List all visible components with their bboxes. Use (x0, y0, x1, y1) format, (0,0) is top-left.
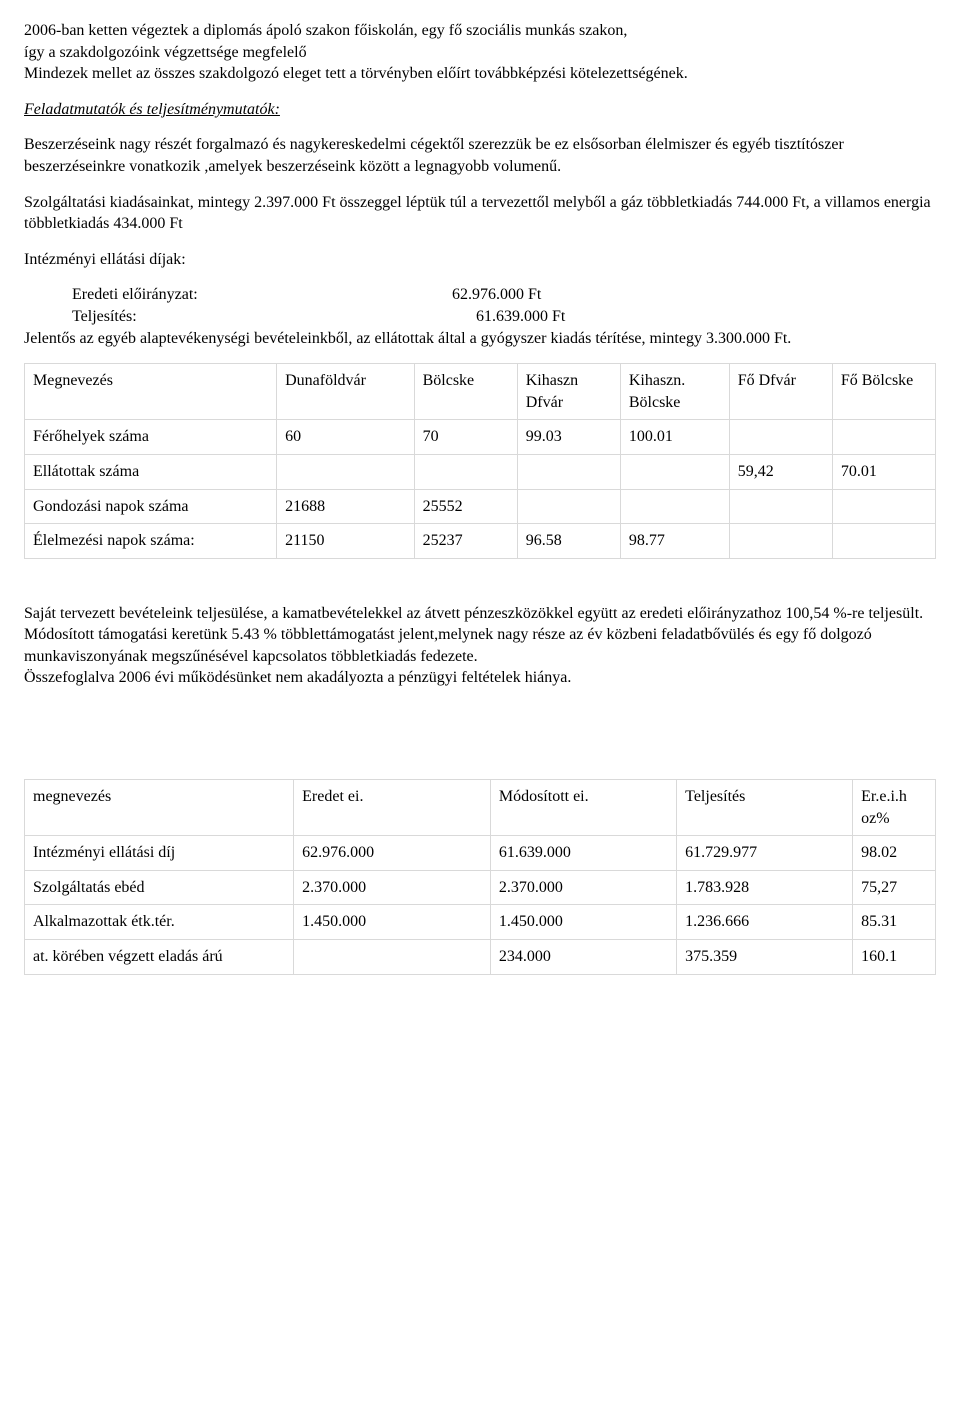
table-cell (517, 454, 620, 489)
table-row: at. körében végzett eladás árú 234.000 3… (25, 940, 936, 975)
table-header-row: MegnevezésDunaföldvárBölcskeKihaszn Dfvá… (25, 364, 936, 420)
table-cell: 375.359 (677, 940, 853, 975)
table-cell: 98.77 (620, 524, 729, 559)
table-cell: Alkalmazottak étk.tér. (25, 905, 294, 940)
table-cell (832, 420, 935, 455)
table-cell (832, 524, 935, 559)
p6-line3: Összefoglalva 2006 évi működésünket nem … (24, 667, 936, 689)
table-header-cell: Fő Dfvár (729, 364, 832, 420)
section-heading: Feladatmutatók és teljesítménymutatók: (24, 99, 936, 121)
table-row: Intézményi ellátási díj62.976.00061.639.… (25, 836, 936, 871)
table-cell: 100.01 (620, 420, 729, 455)
table-row: Alkalmazottak étk.tér. 1.450.000 1.450.0… (25, 905, 936, 940)
table-header-cell: megnevezés (25, 780, 294, 836)
table-cell (277, 454, 415, 489)
table-cell: 1.236.666 (677, 905, 853, 940)
table-header-cell: Dunaföldvár (277, 364, 415, 420)
table-cell: 21688 (277, 489, 415, 524)
table-cell (620, 454, 729, 489)
table-row: Férőhelyek száma607099.03100.01 (25, 420, 936, 455)
table-cell: Férőhelyek száma (25, 420, 277, 455)
paragraph-3: Szolgáltatási kiadásainkat, mintegy 2.39… (24, 192, 936, 235)
table-header-cell: Teljesítés (677, 780, 853, 836)
table-cell (294, 940, 491, 975)
table-header-cell: Kihaszn. Bölcske (620, 364, 729, 420)
table-cell: 99.03 (517, 420, 620, 455)
table-cell: 96.58 (517, 524, 620, 559)
table-cell: 234.000 (490, 940, 676, 975)
table-cell (414, 454, 517, 489)
table-cell: Szolgáltatás ebéd (25, 870, 294, 905)
table-row: Szolgáltatás ebéd 2.370.000 2.370.000 1.… (25, 870, 936, 905)
kv-value-1: 62.976.000 Ft (452, 284, 541, 306)
table-cell (517, 489, 620, 524)
table-cell: Gondozási napok száma (25, 489, 277, 524)
table-2: megnevezésEredet ei.Módosított ei.Teljes… (24, 779, 936, 975)
table-header-cell: Kihaszn Dfvár (517, 364, 620, 420)
p1-line2: így a szakdolgozóink végzettsége megfele… (24, 42, 936, 64)
table-cell: 98.02 (853, 836, 936, 871)
table-cell: 1.450.000 (490, 905, 676, 940)
table-header-cell: Fő Bölcske (832, 364, 935, 420)
table-cell: 70 (414, 420, 517, 455)
table-cell (729, 489, 832, 524)
table-cell: Intézményi ellátási díj (25, 836, 294, 871)
table-cell: 75,27 (853, 870, 936, 905)
kv-block: Eredeti előirányzat: 62.976.000 Ft Telje… (72, 284, 936, 327)
table-header-cell: Megnevezés (25, 364, 277, 420)
p1-line3: Mindezek mellet az összes szakdolgozó el… (24, 63, 936, 85)
table-1: MegnevezésDunaföldvárBölcskeKihaszn Dfvá… (24, 363, 936, 559)
table-cell: 61.729.977 (677, 836, 853, 871)
table-cell (620, 489, 729, 524)
table-row: Élelmezési napok száma:211502523796.5898… (25, 524, 936, 559)
paragraph-5: Jelentős az egyéb alaptevékenységi bevét… (24, 328, 936, 350)
kv-row-2: Teljesítés: 61.639.000 Ft (72, 306, 936, 328)
table-cell: 25552 (414, 489, 517, 524)
paragraph-6: Saját tervezett bevételeink teljesülése,… (24, 603, 936, 689)
table-cell: Élelmezési napok száma: (25, 524, 277, 559)
table-row: Ellátottak száma 59,4270.01 (25, 454, 936, 489)
table-cell: 21150 (277, 524, 415, 559)
table-cell: 2.370.000 (490, 870, 676, 905)
table-cell: 70.01 (832, 454, 935, 489)
table-header-cell: Bölcske (414, 364, 517, 420)
table-cell: 59,42 (729, 454, 832, 489)
table-header-cell: Er.e.i.h oz% (853, 780, 936, 836)
kv-row-1: Eredeti előirányzat: 62.976.000 Ft (72, 284, 936, 306)
table-cell: 25237 (414, 524, 517, 559)
p6-line1: Saját tervezett bevételeink teljesülése,… (24, 603, 936, 625)
kv-value-2: 61.639.000 Ft (452, 306, 565, 328)
table-cell: 61.639.000 (490, 836, 676, 871)
table-cell: 85.31 (853, 905, 936, 940)
table-cell: Ellátottak száma (25, 454, 277, 489)
table-cell (832, 489, 935, 524)
table-header-cell: Eredet ei. (294, 780, 491, 836)
kv-label-1: Eredeti előirányzat: (72, 284, 452, 306)
table-cell: 2.370.000 (294, 870, 491, 905)
table-row: Gondozási napok száma2168825552 (25, 489, 936, 524)
table-cell: 62.976.000 (294, 836, 491, 871)
table-cell (729, 524, 832, 559)
table-cell: 160.1 (853, 940, 936, 975)
table-cell: at. körében végzett eladás árú (25, 940, 294, 975)
p1-line1: 2006-ban ketten végeztek a diplomás ápol… (24, 20, 936, 42)
paragraph-4: Intézményi ellátási díjak: (24, 249, 936, 271)
kv-label-2: Teljesítés: (72, 306, 452, 328)
table-header-row: megnevezésEredet ei.Módosított ei.Teljes… (25, 780, 936, 836)
table-header-cell: Módosított ei. (490, 780, 676, 836)
table-cell: 60 (277, 420, 415, 455)
table-cell (729, 420, 832, 455)
paragraph-1: 2006-ban ketten végeztek a diplomás ápol… (24, 20, 936, 85)
table-cell: 1.450.000 (294, 905, 491, 940)
paragraph-2: Beszerzéseink nagy részét forgalmazó és … (24, 134, 936, 177)
p6-line2: Módosított támogatási keretünk 5.43 % tö… (24, 624, 936, 667)
table-cell: 1.783.928 (677, 870, 853, 905)
